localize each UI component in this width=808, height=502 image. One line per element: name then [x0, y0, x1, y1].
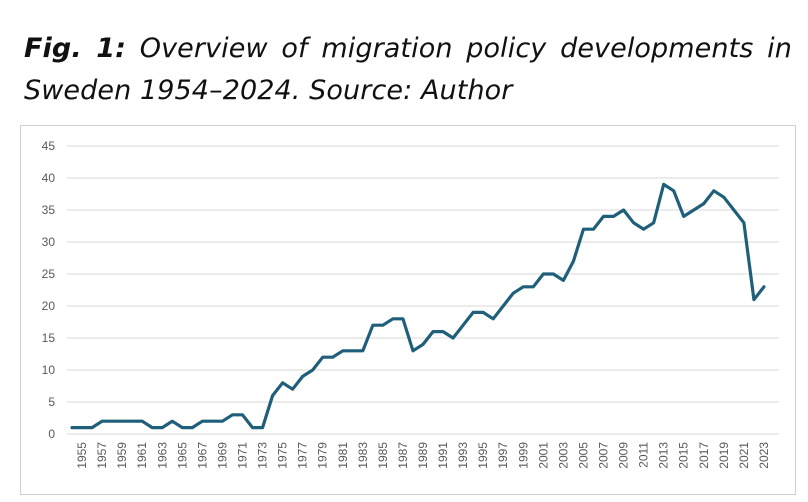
y-tick-label: 0	[48, 427, 55, 441]
x-tick-label: 1971	[235, 442, 249, 469]
x-tick-label: 2023	[757, 442, 771, 469]
x-tick-label: 1967	[195, 442, 209, 469]
x-tick-label: 1989	[416, 442, 430, 469]
x-tick-label: 1957	[95, 442, 109, 469]
x-tick-label: 1965	[175, 442, 189, 469]
y-tick-label: 35	[42, 203, 56, 217]
x-tick-label: 1969	[215, 442, 229, 469]
x-tick-label: 1997	[496, 442, 510, 469]
x-tick-label: 1975	[276, 442, 290, 469]
line-chart: 0 5 10 15 20 25 30 35 40 45 1955 1957 1959 1961 1963 19…	[42, 139, 779, 469]
figure-label: Fig. 1:	[24, 33, 127, 64]
y-tick-label: 5	[48, 395, 55, 409]
x-tick-label: 2017	[697, 442, 711, 469]
x-tick-label: 1995	[476, 442, 490, 469]
x-tick-label: 2019	[717, 442, 731, 469]
x-tick-label: 1993	[456, 442, 470, 469]
x-tick-label: 2015	[677, 442, 691, 469]
x-tick-label: 2011	[637, 442, 651, 468]
x-tick-label: 1963	[155, 442, 169, 469]
y-tick-label: 45	[42, 139, 56, 153]
x-tick-label: 1983	[356, 442, 370, 469]
x-tick-label: 1959	[115, 442, 129, 469]
y-tick-label: 15	[42, 331, 56, 345]
x-tick-label: 1979	[316, 442, 330, 469]
x-tick-label: 1999	[516, 442, 530, 469]
x-tick-label: 2005	[576, 442, 590, 469]
y-tick-label: 25	[42, 267, 56, 281]
figure-caption: Fig. 1: Overview of migration policy dev…	[24, 28, 792, 112]
figure-caption-text: Overview of migration policy development…	[24, 33, 792, 106]
x-tick-label: 1987	[396, 442, 410, 469]
y-tick-label: 30	[42, 235, 56, 249]
y-tick-label: 20	[42, 299, 56, 313]
x-tick-label: 2001	[536, 442, 550, 469]
x-tick-label: 1955	[75, 442, 89, 469]
x-tick-label: 1981	[336, 442, 350, 469]
x-tick-label: 2003	[556, 442, 570, 469]
x-tick-label: 1991	[436, 442, 450, 469]
x-tick-label: 1961	[135, 442, 149, 469]
y-tick-label: 10	[42, 363, 56, 377]
x-tick-label: 2013	[657, 442, 671, 469]
x-tick-label: 2007	[597, 442, 611, 469]
x-tick-label: 1977	[296, 442, 310, 469]
x-tick-label: 2009	[617, 442, 631, 469]
y-tick-label: 40	[42, 171, 56, 185]
x-tick-label: 2021	[737, 442, 751, 469]
x-tick-label: 1973	[256, 442, 270, 469]
chart-frame: 0 5 10 15 20 25 30 35 40 45 1955 1957 1959 1961 1963 19…	[20, 125, 796, 495]
series-line	[70, 182, 766, 430]
x-tick-label: 1985	[376, 442, 390, 469]
